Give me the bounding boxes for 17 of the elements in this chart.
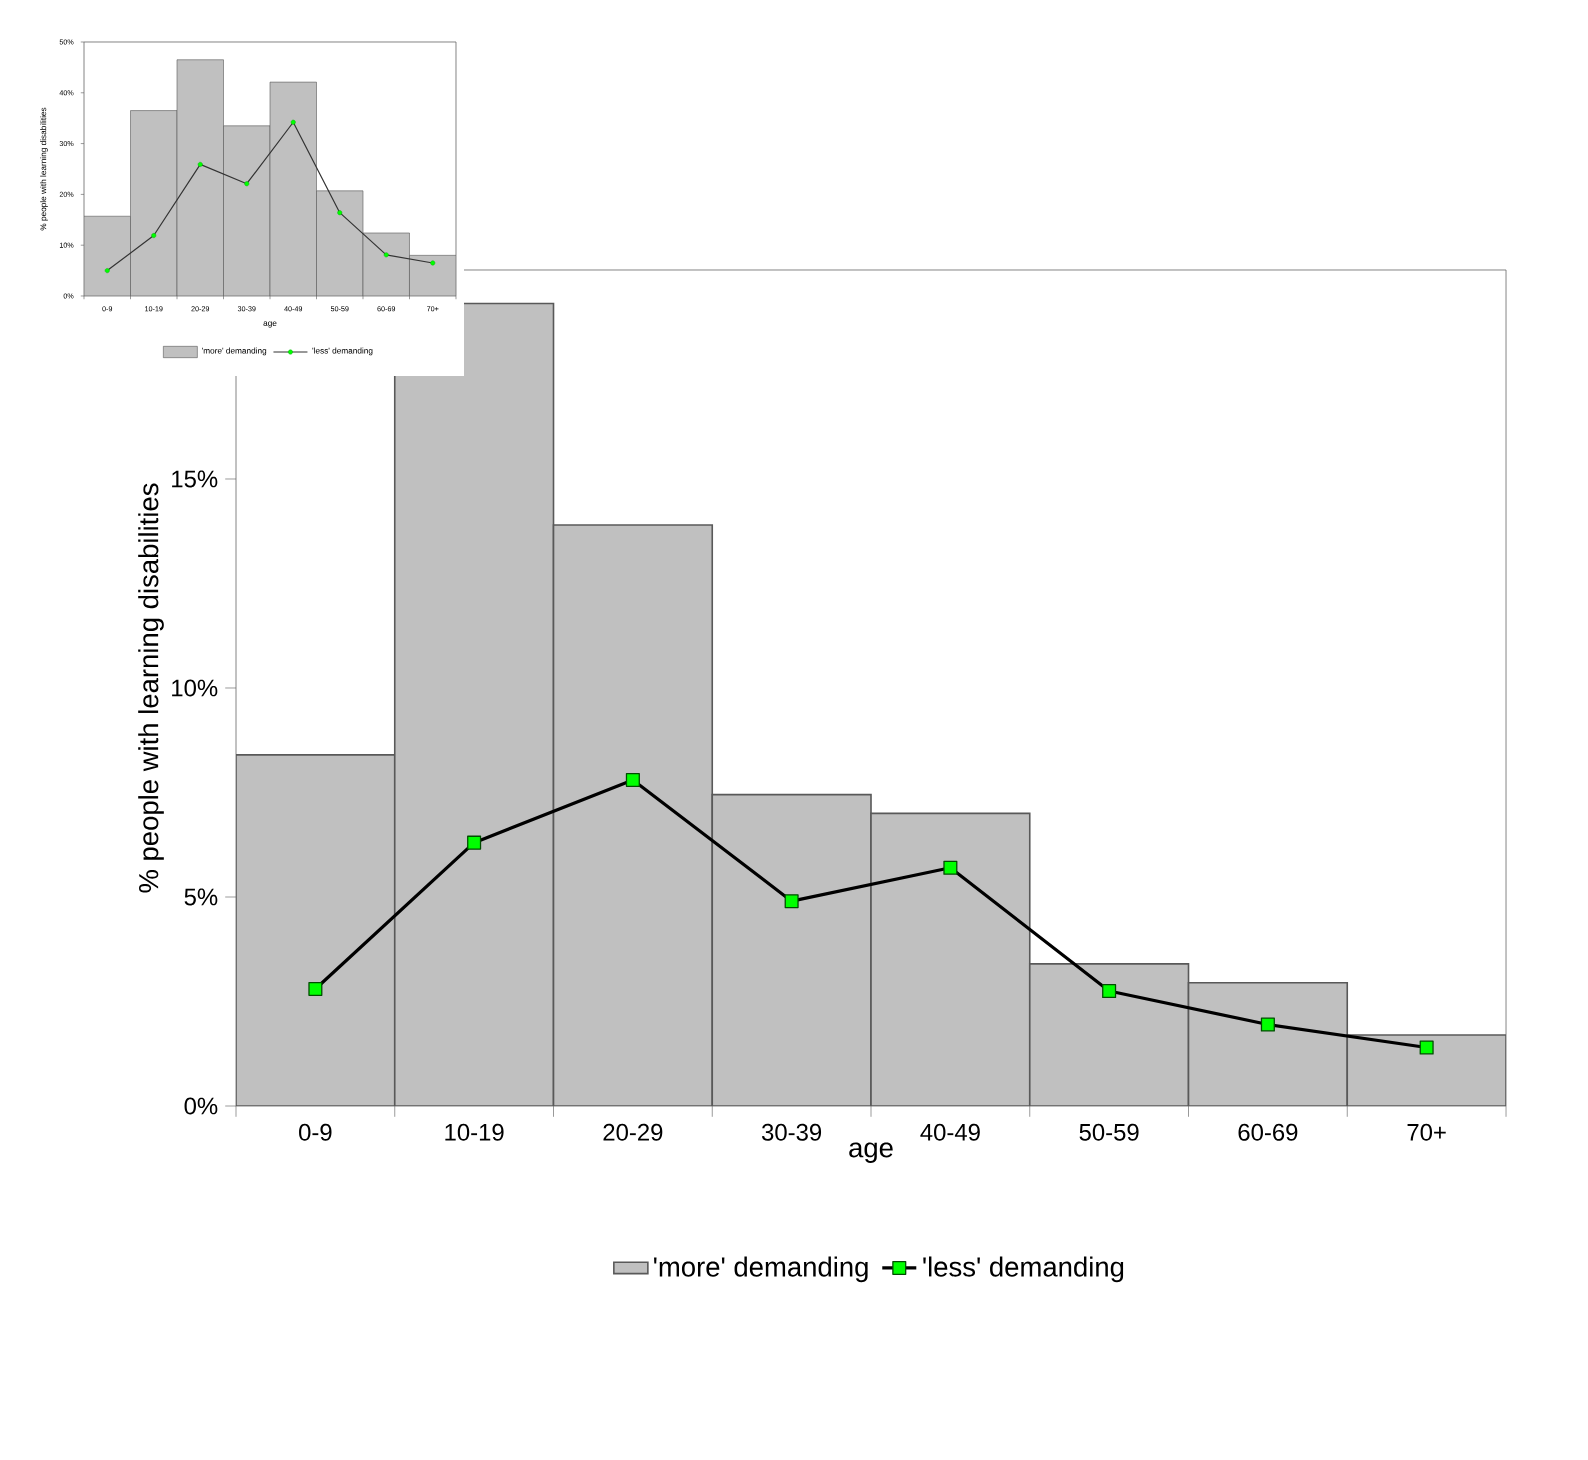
x-tick-label: 50-59 — [1079, 1123, 1139, 1141]
x-tick-label: 0-9 — [299, 1123, 332, 1141]
x-axis-title: age — [849, 1142, 893, 1163]
y-axis-title: % people with learning disabilities — [138, 483, 164, 893]
x-tick-label: 60-69 — [1238, 1123, 1298, 1141]
line-series — [104, 119, 436, 274]
legend-label: 'less' demanding — [923, 1256, 1124, 1283]
y-tick-label: 0% — [184, 1097, 218, 1115]
y-tick-label: 15% — [172, 470, 218, 488]
x-tick-label: 70+ — [1407, 1123, 1446, 1141]
x-tick-label: 20-29 — [603, 1123, 663, 1141]
x-tick-label: 10-19 — [445, 1123, 504, 1141]
x-tick-label: 30-39 — [761, 1123, 822, 1141]
y-tick-label: 5% — [184, 888, 218, 906]
x-tick-label: 40-49 — [920, 1123, 980, 1141]
y-tick-label: 10% — [172, 679, 218, 697]
legend-label: 'more' demanding — [654, 1256, 868, 1283]
